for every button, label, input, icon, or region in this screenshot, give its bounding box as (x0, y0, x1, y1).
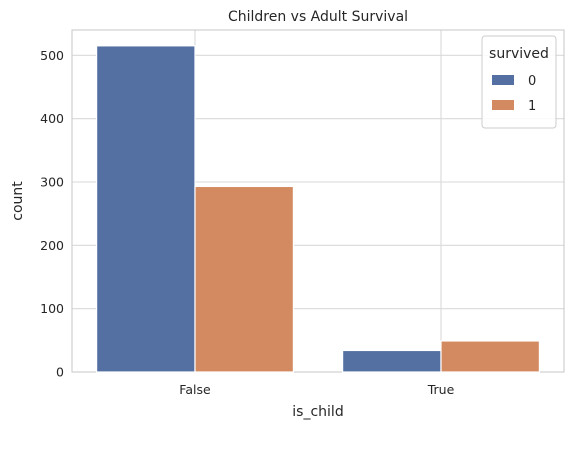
legend-swatch-1 (492, 100, 514, 110)
bar-true-survived-0 (342, 349, 442, 373)
y-tick-label: 300 (40, 175, 64, 190)
x-tick-label: False (179, 382, 211, 397)
y-tick-label: 200 (40, 238, 64, 253)
bars (95, 45, 541, 373)
legend-items: 01 (492, 74, 536, 114)
legend: survived 01 (481, 35, 557, 129)
bar-false-survived-1 (194, 185, 295, 373)
y-axis-label: count (10, 181, 26, 221)
y-tick-label: 400 (40, 111, 64, 126)
y-tick-label: 0 (56, 365, 64, 380)
y-tick-labels: 0 100 200 300 400 500 (40, 48, 64, 380)
x-axis-label: is_child (292, 404, 343, 420)
legend-label-0: 0 (528, 74, 536, 89)
chart-title: Children vs Adult Survival (228, 9, 408, 25)
y-tick-label: 100 (40, 301, 64, 316)
x-tick-label: True (427, 382, 455, 397)
legend-title: survived (489, 46, 549, 62)
y-tick-label: 500 (40, 48, 64, 63)
legend-label-1: 1 (528, 99, 536, 114)
plot-frame (71, 29, 565, 373)
bar-false-survived-0 (95, 45, 196, 373)
legend-swatch-0 (492, 75, 514, 85)
bar-true-survived-1 (440, 340, 541, 373)
x-tick-labels: False True (179, 382, 454, 397)
